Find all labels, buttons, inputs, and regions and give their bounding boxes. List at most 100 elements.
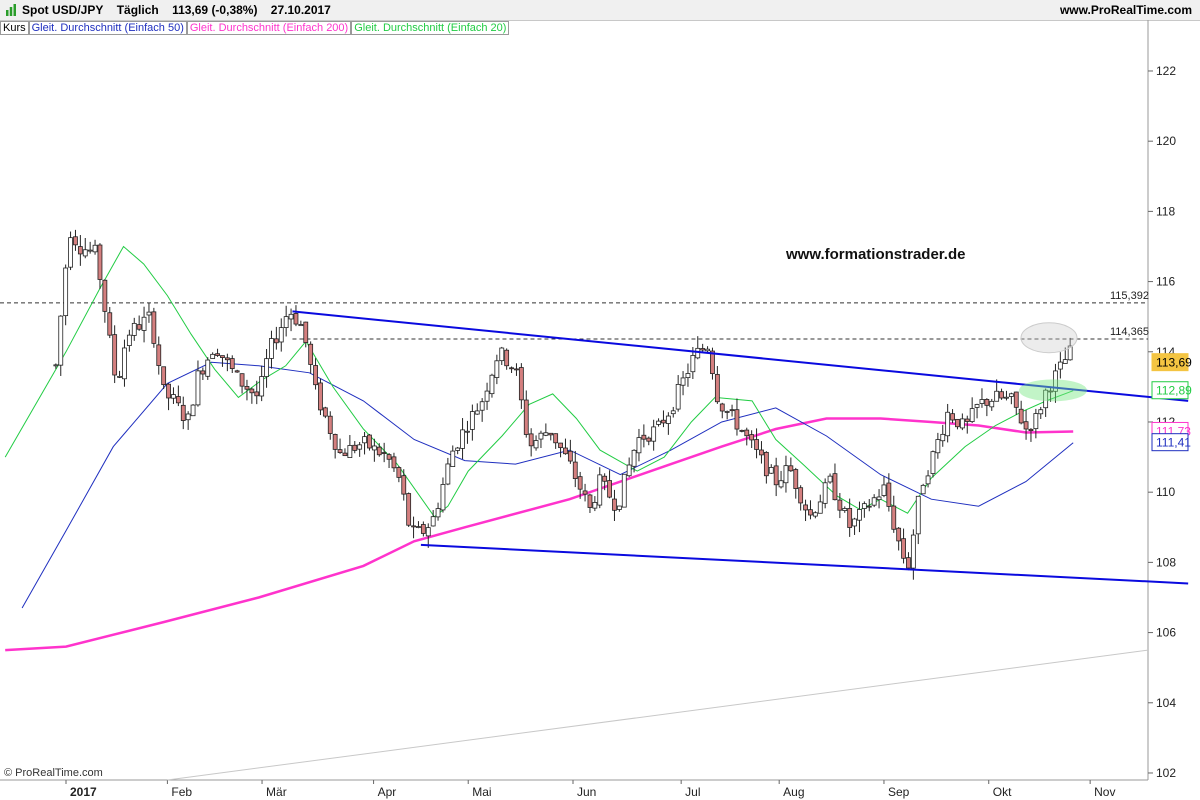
candle-body xyxy=(322,407,328,417)
candle-body xyxy=(1004,396,1009,399)
candle-body xyxy=(984,399,990,406)
x-tick-label: Okt xyxy=(993,785,1012,799)
candle-body xyxy=(959,418,965,429)
candle-body xyxy=(783,465,789,484)
legend-kurs[interactable]: Kurs xyxy=(0,21,29,35)
candle-body xyxy=(994,390,1000,402)
candle-body xyxy=(166,383,171,399)
candle-body xyxy=(430,516,436,527)
instrument-name: Spot USD/JPY xyxy=(22,3,104,17)
candle-body xyxy=(381,452,387,454)
watermark-text: www.formationstrader.de xyxy=(786,246,966,263)
candle-body xyxy=(808,509,813,516)
channel-trendline xyxy=(292,310,1189,402)
candle-body xyxy=(146,311,152,316)
candle-body xyxy=(768,467,774,474)
price-chart[interactable]: 1021041061081101121141161181201222017Feb… xyxy=(0,20,1200,800)
candle-body xyxy=(685,373,691,379)
candle-body xyxy=(136,324,142,330)
candle-body xyxy=(886,482,892,507)
candle-body xyxy=(293,313,299,325)
candle-body xyxy=(636,437,642,454)
candle-body xyxy=(347,445,353,458)
candle-body xyxy=(254,391,260,397)
candle-body xyxy=(210,353,216,359)
candle-body xyxy=(58,315,64,366)
candle-body xyxy=(675,383,681,410)
candle-body xyxy=(842,508,848,511)
candle-body xyxy=(313,365,318,386)
candle-body xyxy=(259,376,265,397)
candle-body xyxy=(577,476,583,490)
candle-body xyxy=(710,350,715,375)
candle-body xyxy=(376,446,382,456)
candle-body xyxy=(646,437,652,442)
candle-body xyxy=(244,386,250,390)
candle-body xyxy=(342,452,348,457)
candle-body xyxy=(195,370,201,406)
candle-body xyxy=(518,367,524,401)
candle-body xyxy=(107,312,113,336)
x-tick-label: Apr xyxy=(378,785,397,799)
candle-body xyxy=(1043,389,1049,409)
candle-body xyxy=(367,434,372,449)
candle-body xyxy=(450,450,456,467)
copyright-text: © ProRealTime.com xyxy=(4,767,103,779)
candle-body xyxy=(126,334,132,346)
candle-body xyxy=(391,456,397,469)
candle-body xyxy=(974,404,980,408)
candle-body xyxy=(812,512,818,517)
candle-body xyxy=(1023,421,1029,430)
candle-body xyxy=(651,426,657,442)
x-tick-label: Aug xyxy=(783,785,804,799)
candle-body xyxy=(283,316,289,329)
candle-body xyxy=(77,246,83,255)
candle-body xyxy=(852,518,857,527)
candle-body xyxy=(558,442,563,449)
candle-body xyxy=(1067,345,1073,361)
candle-body xyxy=(798,487,804,504)
candle-body xyxy=(273,338,279,344)
candle-body xyxy=(175,396,181,404)
candle-body xyxy=(964,418,970,422)
candle-body xyxy=(371,445,377,451)
candle-body xyxy=(425,527,431,537)
candle-body xyxy=(587,494,593,508)
candle-body xyxy=(847,508,853,528)
candle-body xyxy=(759,449,764,456)
candle-body xyxy=(435,508,441,518)
candle-body xyxy=(955,418,960,428)
candle-body xyxy=(901,538,906,559)
candle-body xyxy=(778,480,784,488)
candle-body xyxy=(817,501,823,514)
candle-body xyxy=(362,436,367,444)
candle-body xyxy=(73,236,78,246)
candle-body xyxy=(714,374,720,403)
candle-body xyxy=(460,429,465,449)
x-tick-label: Sep xyxy=(888,785,910,799)
candle-body xyxy=(92,244,98,253)
candle-body xyxy=(861,503,867,509)
candle-body xyxy=(523,399,529,435)
candle-body xyxy=(396,467,402,478)
candle-body xyxy=(734,409,740,430)
candle-body xyxy=(1048,390,1053,393)
candle-body xyxy=(131,322,137,336)
candle-body xyxy=(597,474,603,506)
candle-body xyxy=(1038,409,1044,415)
site-link[interactable]: www.ProRealTime.com xyxy=(1059,3,1192,17)
legend-sma50[interactable]: Gleit. Durchschnitt (Einfach 50) xyxy=(28,21,187,35)
candle-body xyxy=(695,347,701,359)
candle-body xyxy=(969,408,975,422)
candle-body xyxy=(269,338,274,359)
candle-body xyxy=(763,451,769,477)
legend-sma200[interactable]: Gleit. Durchschnitt (Einfach 200) xyxy=(186,21,352,35)
legend-sma20[interactable]: Gleit. Durchschnitt (Einfach 20) xyxy=(351,21,510,35)
timeframe-label[interactable]: Täglich xyxy=(116,3,159,17)
candle-body xyxy=(1008,393,1014,397)
candle-body xyxy=(308,343,314,365)
indicator-legend: Kurs Gleit. Durchschnitt (Einfach 50) Glei… xyxy=(0,21,510,35)
y-tick-label: 108 xyxy=(1156,555,1176,569)
candle-body xyxy=(656,420,661,425)
x-tick-label: Jul xyxy=(685,785,700,799)
